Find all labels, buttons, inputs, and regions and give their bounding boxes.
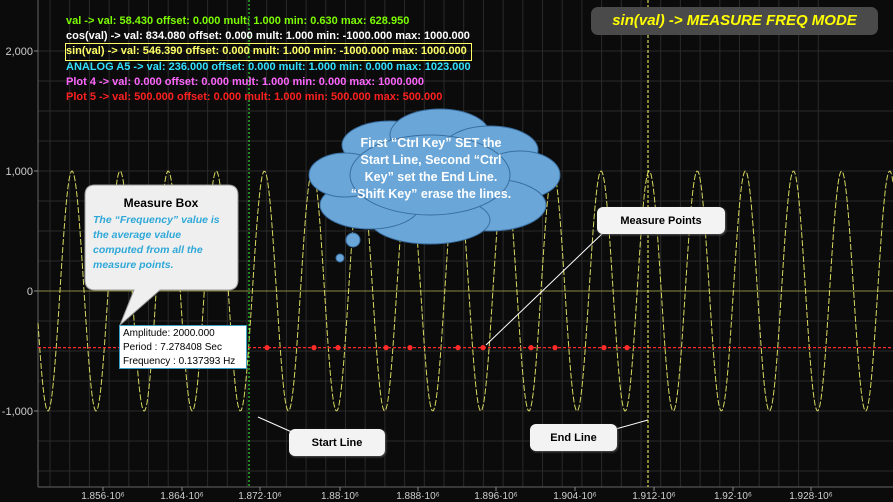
measure-box-title: Measure Box	[93, 196, 229, 210]
legend-item-analog-a5: ANALOG A5 -> val: 236.000 offset: 0.000 …	[66, 60, 471, 75]
x-axis: 1.856·10⁶ 1.864·10⁶ 1.872·10⁶ 1.88·10⁶ 1.888…	[81, 487, 833, 502]
amplitude-readout: Amplitude: 2000.000	[123, 327, 243, 341]
measure-point	[264, 345, 269, 350]
legend: val -> val: 58.430 offset: 0.000 mult: 1…	[66, 14, 471, 105]
legend-item-sin: sin(val) -> val: 546.390 offset: 0.000 m…	[66, 44, 471, 59]
measure-point	[383, 345, 388, 350]
frequency-readout: Frequency : 0.137393 Hz	[123, 355, 243, 369]
measure-point	[601, 345, 606, 350]
x-tick-label: 1.92·10⁶	[714, 491, 752, 502]
period-readout: Period : 7.278408 Sec	[123, 341, 243, 355]
measure-point	[455, 345, 460, 350]
measure-point	[335, 345, 340, 350]
cloud-instructions: First “Ctrl Key” SET the Start Line, Sec…	[346, 135, 516, 203]
x-tick-label: 1.928·10⁶	[789, 491, 833, 502]
measure-box-callout: Measure Box The “Frequency” value is the…	[93, 196, 229, 273]
measure-output-box: Amplitude: 2000.000 Period : 7.278408 Se…	[119, 325, 247, 369]
x-tick-label: 1.864·10⁶	[160, 491, 204, 502]
x-tick-label: 1.88·10⁶	[321, 491, 359, 502]
legend-item-plot-4: Plot 4 -> val: 0.000 offset: 0.000 mult:…	[66, 75, 471, 90]
x-tick-label: 1.856·10⁶	[81, 491, 125, 502]
measure-point	[528, 345, 533, 350]
x-tick-label: 1.904·10⁶	[553, 491, 597, 502]
y-tick-label: 2,000	[5, 46, 33, 58]
measure-points-label: Measure Points	[597, 207, 725, 234]
x-tick-label: 1.888·10⁶	[396, 491, 440, 502]
y-axis: 2,000 1,000 0 -1,000	[2, 46, 38, 418]
measure-point	[407, 345, 412, 350]
legend-item-cos: cos(val) -> val: 834.080 offset: 0.000 m…	[66, 29, 471, 44]
cloud-bubble	[346, 233, 360, 247]
x-tick-label: 1.896·10⁶	[474, 491, 518, 502]
y-tick-label: 0	[27, 286, 33, 298]
measure-point	[624, 345, 629, 350]
y-tick-label: -1,000	[2, 406, 33, 418]
measure-point	[552, 345, 557, 350]
x-tick-label: 1.912·10⁶	[632, 491, 676, 502]
end-line-label: End Line	[530, 424, 617, 451]
y-tick-label: 1,000	[5, 166, 33, 178]
measure-point	[311, 345, 316, 350]
measure-point	[480, 345, 485, 350]
legend-item-plot-5: Plot 5 -> val: 500.000 offset: 0.000 mul…	[66, 90, 471, 105]
cloud-bubble	[336, 254, 344, 262]
measure-box-text: The “Frequency” value is the average val…	[93, 213, 229, 273]
x-tick-label: 1.872·10⁶	[238, 491, 282, 502]
legend-item-val: val -> val: 58.430 offset: 0.000 mult: 1…	[66, 14, 471, 29]
start-line-label: Start Line	[289, 429, 385, 456]
mode-title: sin(val) -> MEASURE FREQ MODE	[591, 7, 878, 35]
